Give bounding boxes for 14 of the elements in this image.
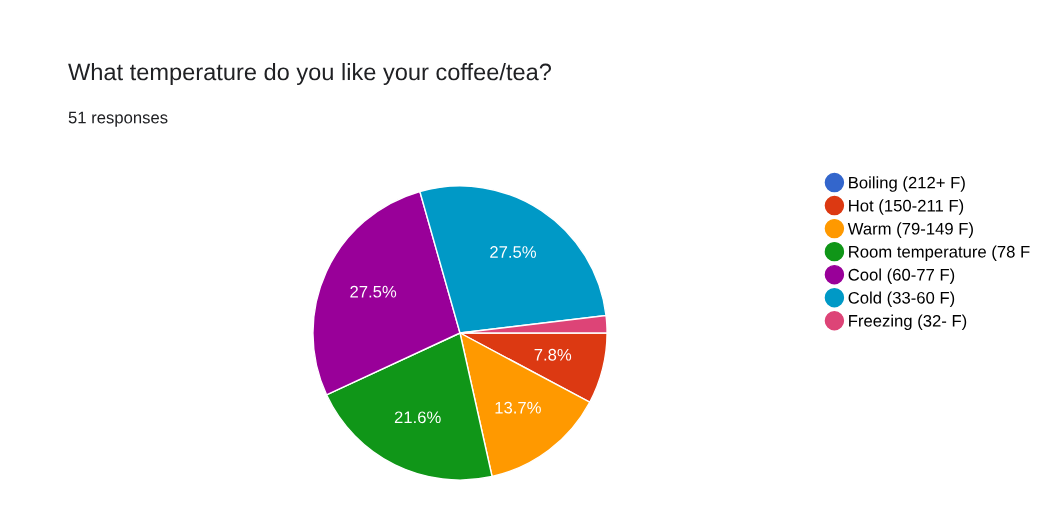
data-label: 27.5%: [350, 285, 397, 298]
legend-label: Cool (60-77 F): [848, 268, 955, 284]
data-label: 27.5%: [490, 246, 537, 258]
data-label: 7.8%: [534, 348, 572, 361]
legend-label: Room temperature (78 F: [849, 245, 1030, 261]
chart-title: What temperature do you like your coffee/tea?: [68, 63, 551, 86]
legend-label: Boiling (212+ F): [849, 176, 965, 192]
legend-label: Freezing (32- F): [849, 314, 967, 331]
legend-label: Warm (79-149 F): [847, 222, 973, 238]
data-label: 21.6%: [394, 411, 441, 424]
text: 51 responses: [68, 111, 168, 127]
data-label: 13.7%: [495, 401, 541, 414]
legend-label: Cold (33-60 F): [848, 291, 955, 307]
legend-label: Hot (150-211 F): [849, 199, 964, 215]
